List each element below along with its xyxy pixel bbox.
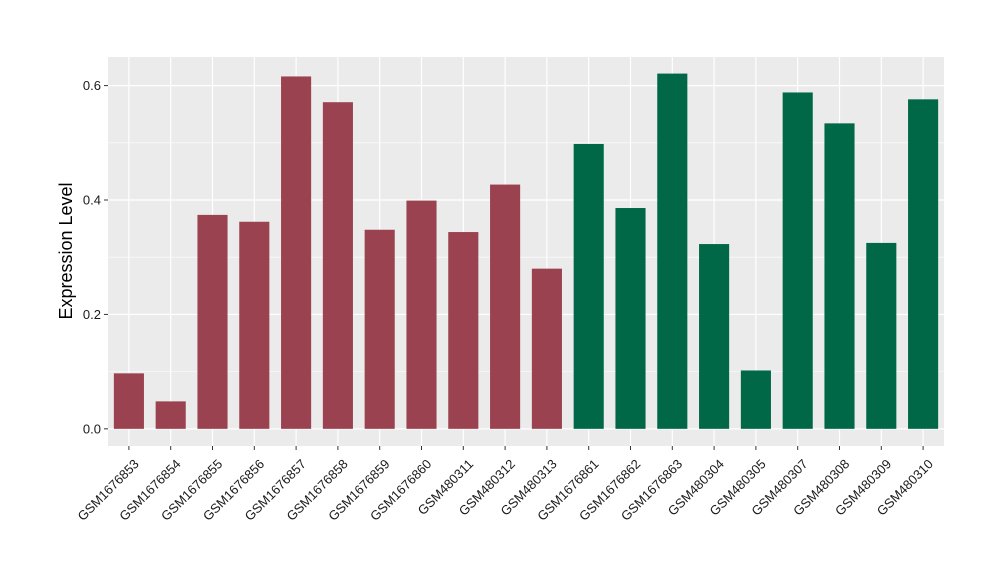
y-tick-label: 0.0 [83,421,101,436]
bar-GSM480307 [782,92,813,429]
y-axis: 0.0 0.2 0.4 0.6 [83,78,108,436]
bar-GSM1676853 [113,373,144,429]
bar-GSM1676862 [615,208,646,429]
bar-GSM1676857 [281,76,312,429]
bar-GSM1676855 [197,214,228,429]
bar-GSM480304 [699,244,730,429]
bar-GSM480310 [908,99,939,429]
y-axis-title: Expression Level [56,182,76,319]
bar-GSM1676858 [322,102,353,429]
bar-GSM480312 [490,184,521,429]
bar-GSM1676859 [364,229,395,429]
y-tick-label: 0.4 [83,193,101,208]
bar-GSM480305 [740,370,771,429]
bar-GSM480309 [866,242,897,429]
y-tick-label: 0.2 [83,307,101,322]
bars [113,73,939,429]
y-tick-label: 0.6 [83,78,101,93]
x-axis: GSM1676853GSM1676854GSM1676855GSM1676856… [74,446,936,524]
bar-GSM1676861 [573,143,604,429]
bar-GSM480313 [531,268,562,429]
bar-GSM480308 [824,123,855,429]
bar-GSM1676854 [155,401,186,429]
plot-panel [108,57,944,446]
bar-GSM1676860 [406,200,437,429]
bar-GSM480311 [448,232,479,429]
bar-GSM1676863 [657,73,688,429]
bar-GSM1676856 [239,221,270,429]
